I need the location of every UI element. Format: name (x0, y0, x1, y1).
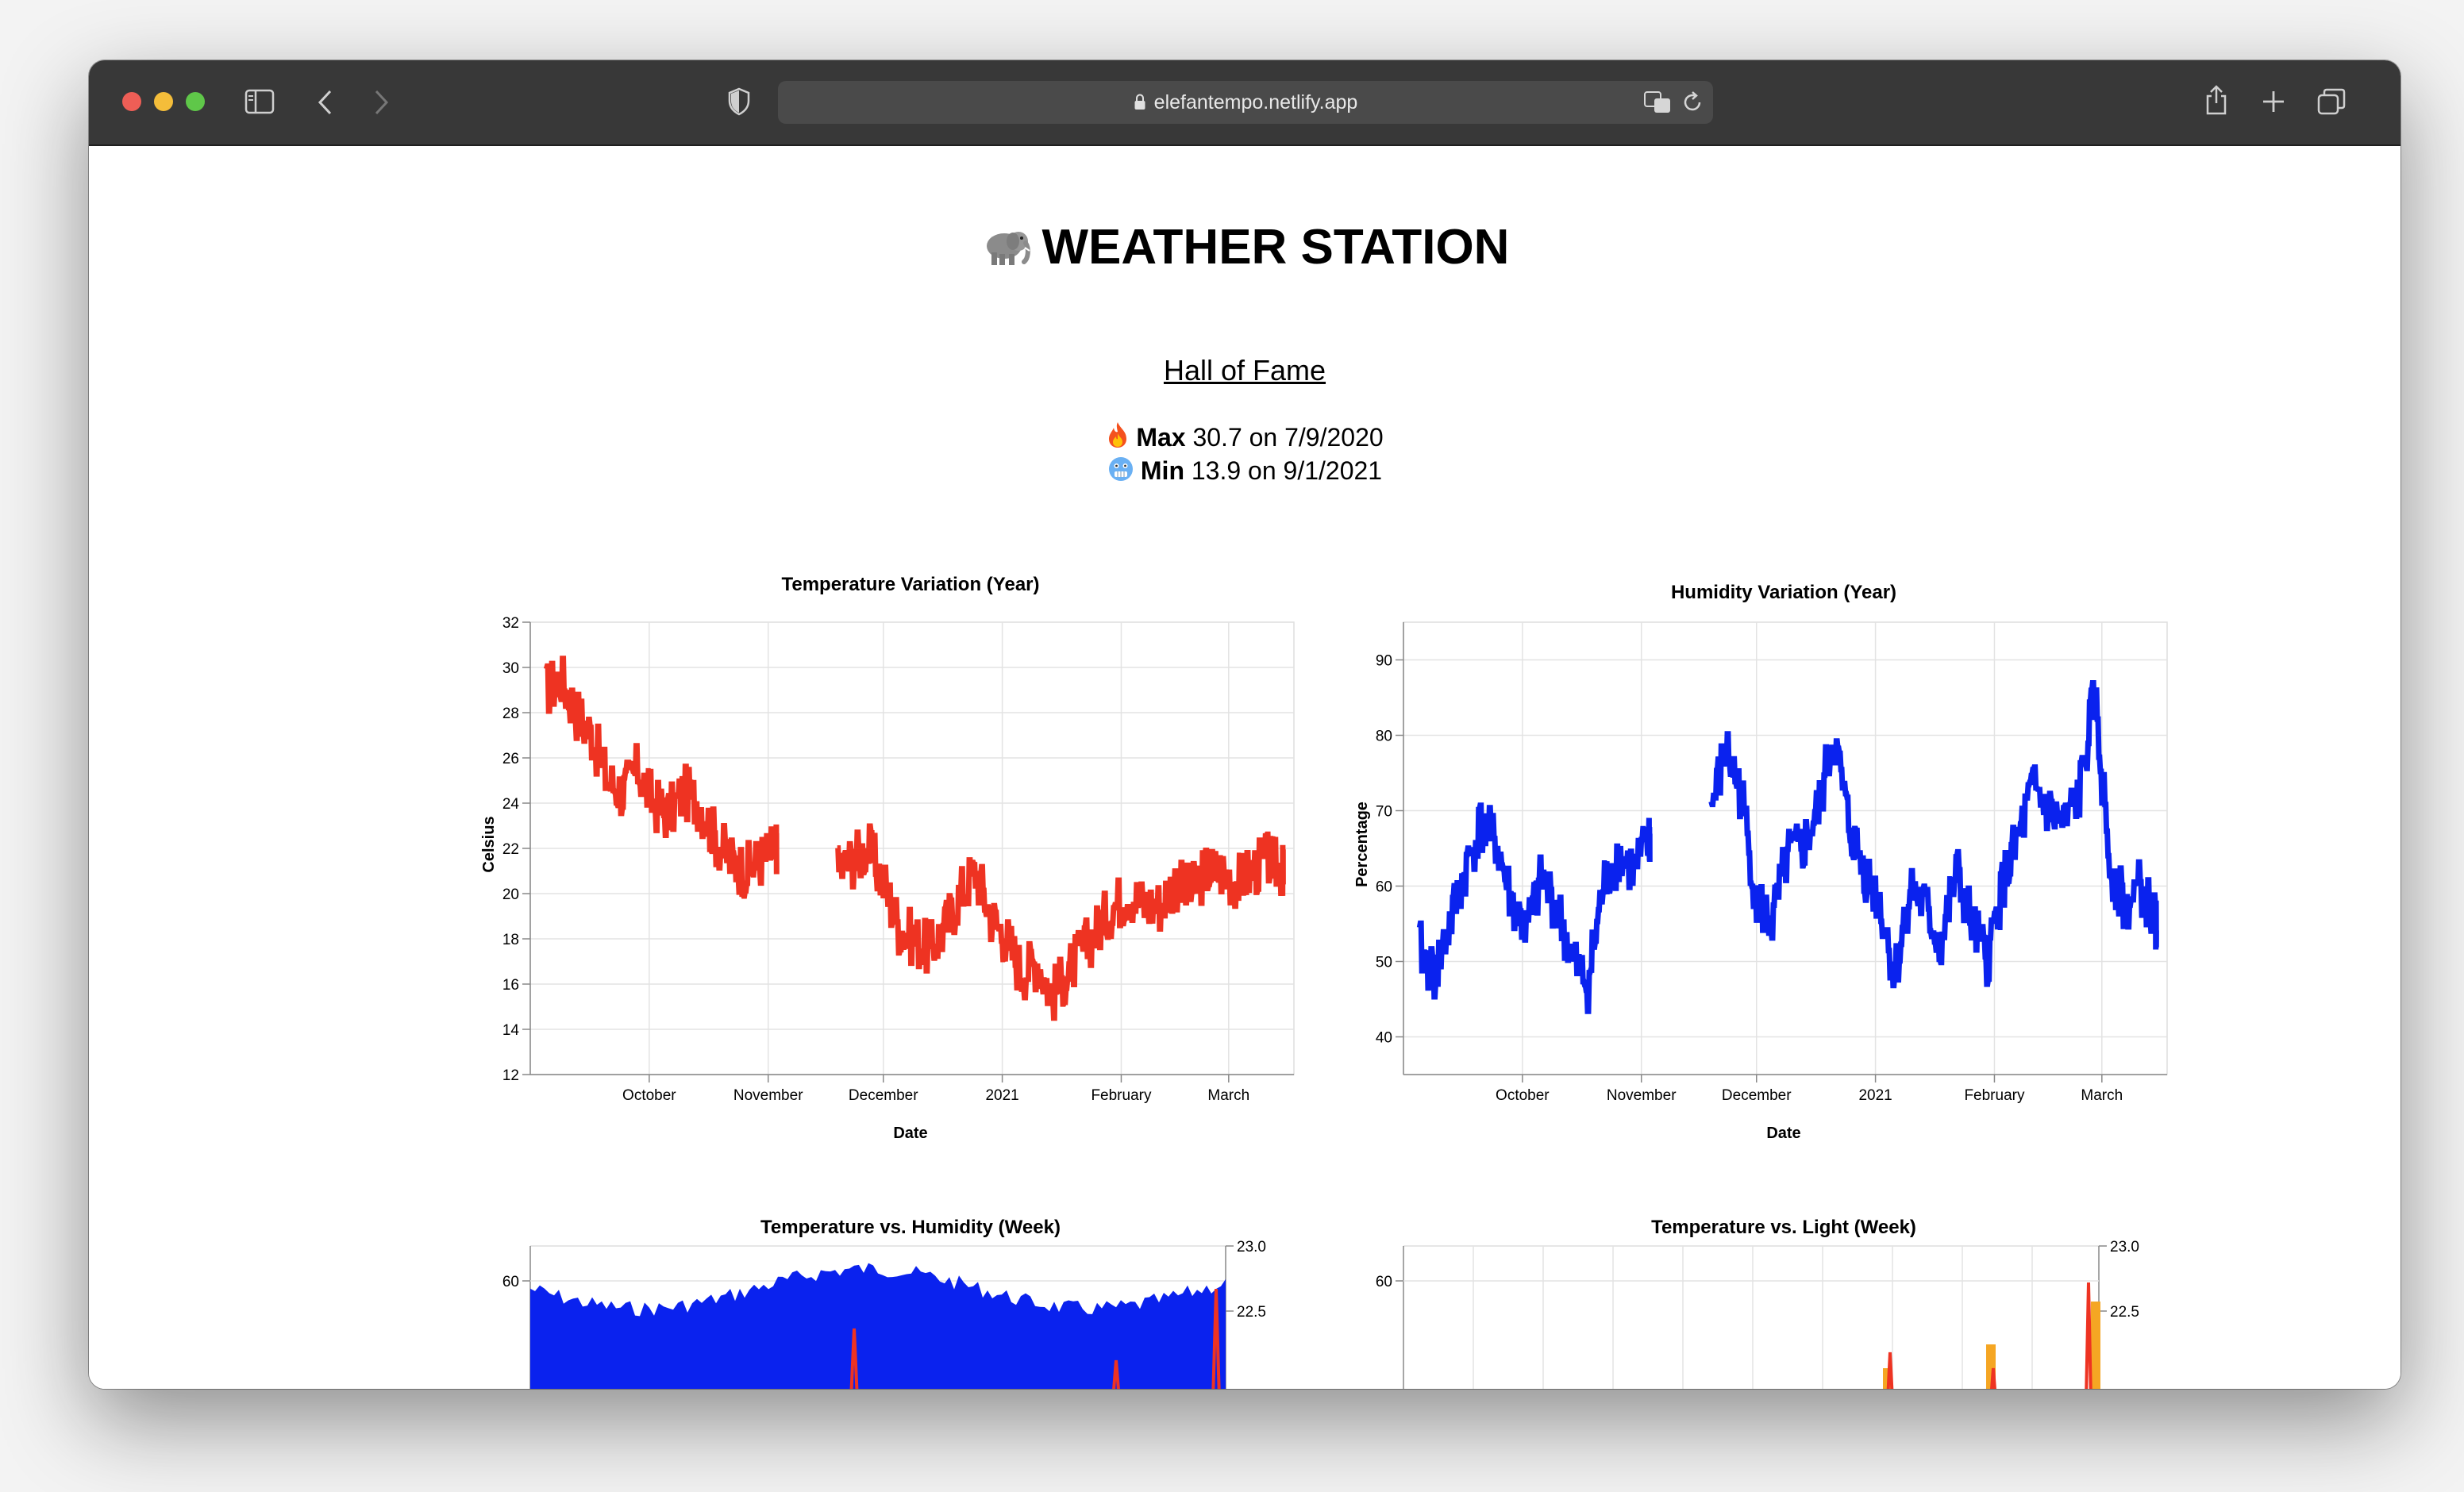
temperature-line (1990, 1367, 1996, 1389)
x-tick-label: March (2081, 1087, 2123, 1104)
fire-icon (1109, 422, 1127, 448)
lock-icon (1134, 94, 1145, 110)
temperature-year-chart: Temperature Variation (Year) 12141618202… (480, 574, 1295, 1142)
x-tick-label: 2021 (985, 1087, 1018, 1104)
x-tick-label: 2021 (1858, 1087, 1892, 1104)
hall-of-fame-heading: Hall of Fame (1163, 354, 1326, 386)
y-tick-label: 50 (1376, 955, 1392, 971)
new-tab-icon[interactable] (2261, 89, 2286, 114)
temperature-line (1112, 1359, 1120, 1389)
x-tick-label: February (1091, 1087, 1152, 1104)
x-tick-label: October (1496, 1087, 1550, 1104)
x-tick-label: December (849, 1087, 918, 1104)
zoom-window-button[interactable] (186, 92, 205, 111)
humidity-area (530, 1263, 1226, 1389)
translate-icon[interactable] (1643, 90, 1672, 114)
back-icon[interactable] (316, 89, 335, 116)
temperature-vs-light-week-chart: Temperature vs. Light (Week) 60 23.0 22.5 (1376, 1217, 2139, 1389)
y-tick-label: 18 (502, 932, 519, 948)
y-tick-label: 20 (502, 886, 519, 903)
y-axis-label: Celsius (480, 816, 498, 872)
y-tick-label: 60 (1376, 1274, 1392, 1290)
y-tick-label: 40 (1376, 1030, 1392, 1047)
x-tick-label: December (1722, 1087, 1792, 1104)
chart-title: Temperature vs. Light (Week) (1651, 1217, 1916, 1238)
elephant-icon (986, 232, 1030, 265)
y-tick-label: 24 (502, 796, 520, 813)
page-title: WEATHER STATION (89, 219, 2400, 275)
y-axis-label: Percentage (1353, 802, 1371, 887)
y2-tick-label: 23.0 (1237, 1239, 1266, 1256)
close-window-button[interactable] (122, 92, 141, 111)
shield-icon[interactable] (727, 87, 751, 116)
chart-title: Humidity Variation (Year) (1671, 582, 1896, 603)
x-axis-label: Date (1766, 1125, 1800, 1142)
y-tick-label: 60 (1376, 879, 1392, 896)
reload-icon[interactable] (1683, 91, 1704, 113)
x-tick-label: March (1207, 1087, 1249, 1104)
min-label: Min (1140, 456, 1184, 485)
forward-icon[interactable] (372, 89, 391, 116)
y-tick-label: 70 (1376, 804, 1392, 821)
y-tick-label: 90 (1376, 653, 1392, 670)
y2-tick-label: 23.0 (2110, 1239, 2139, 1256)
min-record: Min 13.9 on 9/1/2021 (89, 456, 2400, 486)
address-bar[interactable]: elefantempo.netlify.app (778, 81, 1713, 124)
temperature-line (1886, 1352, 1894, 1389)
x-tick-label: November (1607, 1087, 1677, 1104)
series-line (543, 656, 780, 899)
y-tick-label: 22 (502, 841, 519, 858)
x-axis-label: Date (893, 1125, 927, 1142)
temperature-line (849, 1328, 859, 1389)
min-value: 13.9 on 9/1/2021 (1191, 456, 1383, 485)
x-tick-label: October (622, 1087, 676, 1104)
max-value: 30.7 on 7/9/2020 (1192, 423, 1384, 452)
y-tick-label: 60 (502, 1274, 519, 1290)
y2-tick-label: 22.5 (2110, 1304, 2139, 1321)
tab-overview-icon[interactable] (2316, 87, 2347, 116)
humidity-year-chart: Humidity Variation (Year) 40 50 60 70 80 90 Oc… (1353, 582, 2168, 1142)
y-tick-label: 12 (502, 1067, 519, 1084)
temperature-vs-humidity-week-chart: Temperature vs. Humidity (Week) 60 23.0 22… (502, 1217, 1266, 1389)
series-line (1708, 680, 2159, 989)
x-tick-label: February (1964, 1087, 2025, 1104)
chart-title: Temperature vs. Humidity (Week) (760, 1217, 1061, 1238)
x-tick-label: November (733, 1087, 803, 1104)
series-line (1416, 802, 1653, 1014)
temperature-line (1211, 1288, 1221, 1389)
y-tick-label: 28 (502, 706, 519, 722)
chart-title: Temperature Variation (Year) (781, 574, 1039, 595)
max-record: Max 30.7 on 7/9/2020 (89, 421, 2400, 452)
temperature-line (2085, 1282, 2092, 1389)
sidebar-icon[interactable] (244, 89, 275, 114)
y2-tick-label: 22.5 (1237, 1304, 1266, 1321)
share-icon[interactable] (2204, 84, 2229, 116)
page-content: WEATHER STATION Hall of Fame Max 30.7 on… (89, 146, 2400, 1389)
browser-toolbar: elefantempo.netlify.app (89, 60, 2400, 146)
y-tick-label: 16 (502, 977, 519, 994)
y-tick-label: 26 (502, 751, 519, 767)
browser-window: elefantempo.netlify.app (89, 60, 2400, 1389)
y-tick-label: 30 (502, 660, 519, 677)
address-bar-url: elefantempo.netlify.app (778, 81, 1713, 124)
y-tick-label: 14 (502, 1022, 520, 1039)
cold-face-icon (1108, 457, 1133, 481)
minimize-window-button[interactable] (154, 92, 173, 111)
max-label: Max (1136, 423, 1186, 452)
y-tick-label: 32 (502, 615, 519, 632)
series-line (835, 823, 1286, 1021)
light-area (2091, 1302, 2100, 1389)
y-tick-label: 80 (1376, 729, 1392, 745)
